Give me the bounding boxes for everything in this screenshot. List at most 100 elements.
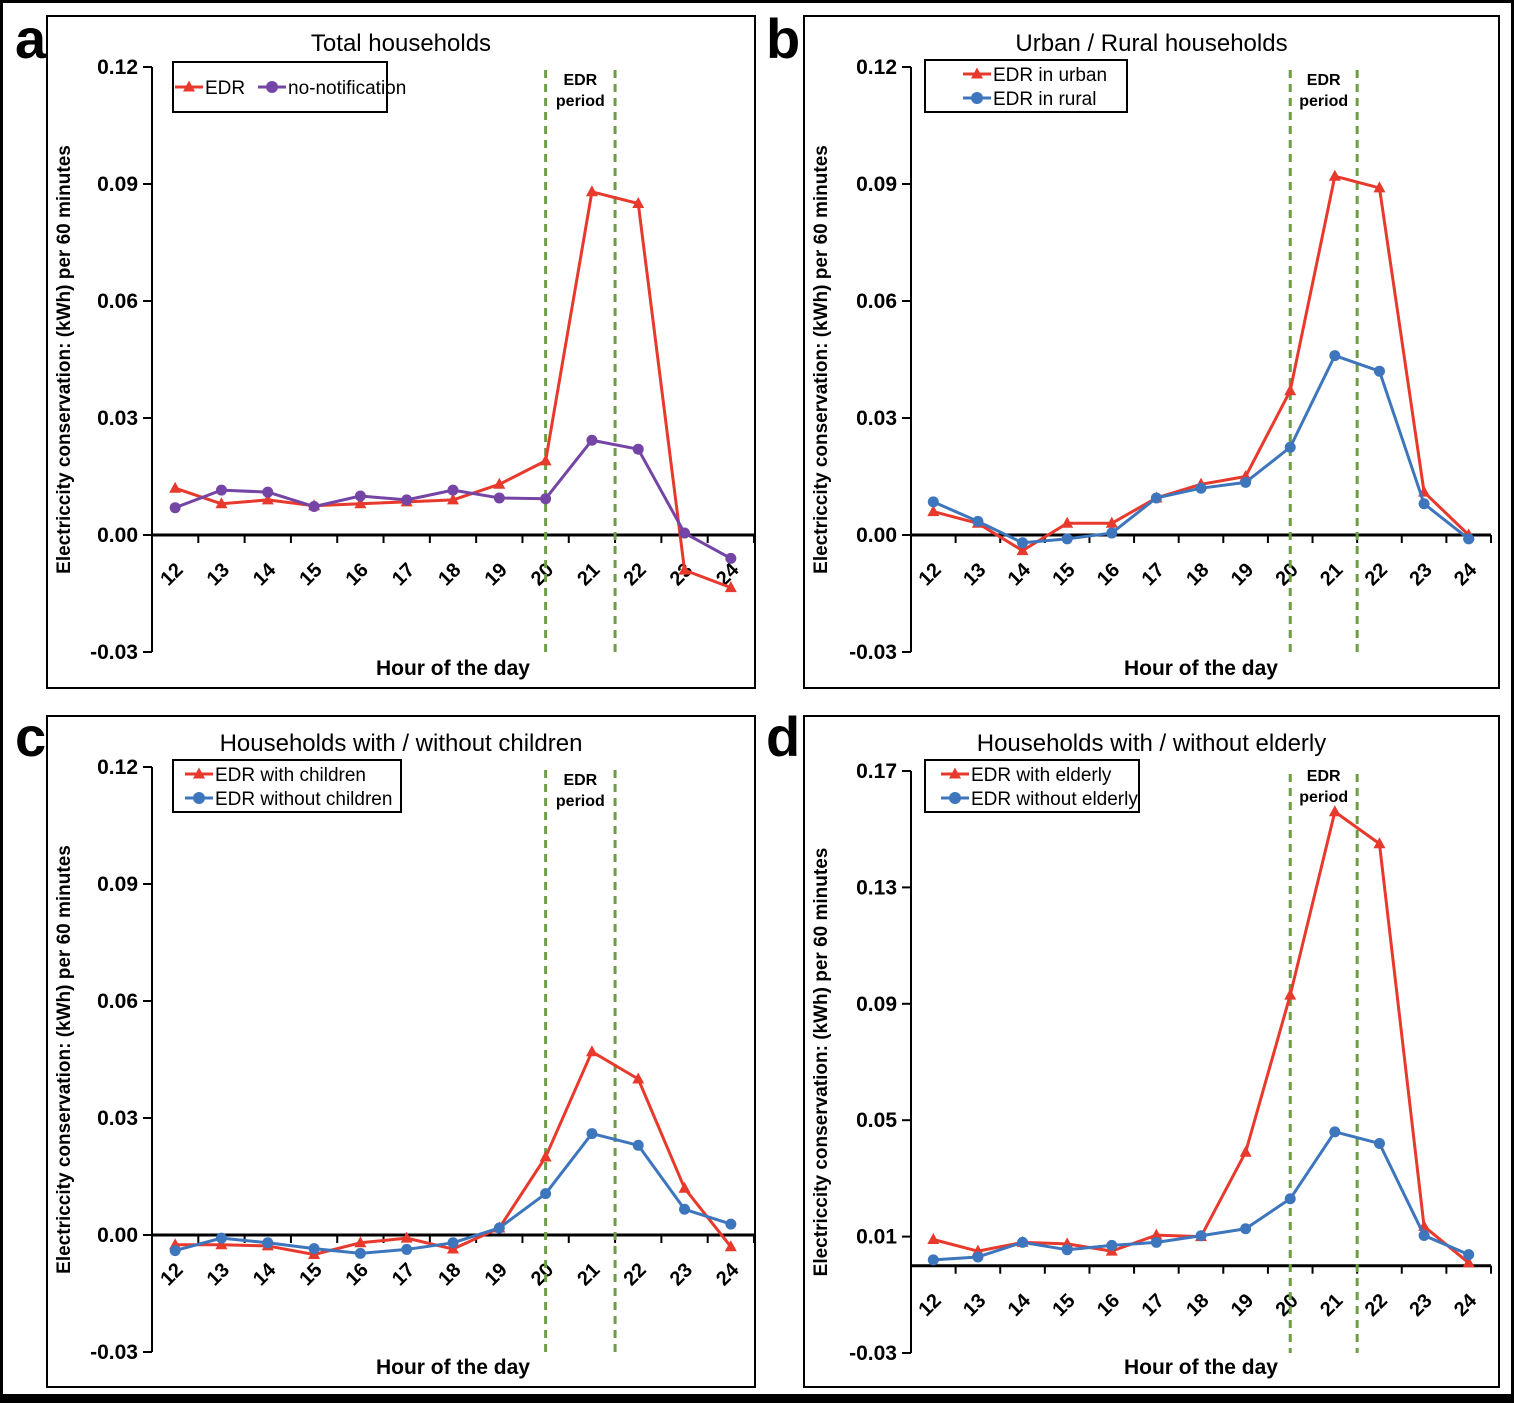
y-tick-label: 0.06 [856,290,897,313]
x-tick-label: 13 [959,559,990,590]
series-marker-1 [679,1203,691,1215]
x-tick-label: 21 [573,559,604,590]
legend-label: no-notification [288,78,406,99]
series-marker-1 [1329,350,1341,362]
x-tick-label: 23 [666,1259,697,1290]
x-tick-label: 15 [1048,559,1079,590]
x-tick-label: 12 [156,1259,187,1290]
series-marker-0 [1239,1145,1252,1157]
series-line-0 [931,810,1471,1265]
series-marker-1 [1017,1236,1029,1248]
legend-label: EDR with elderly [971,765,1112,786]
series-marker-1 [1418,498,1430,510]
panel-letter-b: b [766,7,801,70]
series-marker-1 [1373,365,1385,377]
series-marker-0 [1462,1256,1475,1268]
panel-d-chart: Households with / without elderly 0.17 0.1… [811,730,1492,1379]
y-tick-label: -0.03 [849,641,897,664]
panel-c-chart: Households with / without children 0.12 0.… [54,730,754,1379]
series-marker-0 [1284,384,1297,396]
x-tick-label: 19 [1227,1290,1258,1321]
legend-box [924,59,1128,113]
x-axis-title: Hour of the day [1124,657,1278,680]
legend-marker [266,81,278,93]
x-tick-label: 18 [434,559,465,590]
x-tick-label: 16 [342,1259,373,1290]
panel-b: Urban / Rural households 0.12 0.09 0.06 0.03… [803,15,1500,689]
series-marker-0 [1328,805,1341,817]
series-marker-1 [632,1139,644,1151]
y-tick-label: 0.09 [97,873,138,896]
x-tick-label: 12 [156,559,187,590]
series-marker-1 [308,1243,320,1255]
series-marker-0 [354,1236,367,1248]
x-tick-label: 15 [295,1259,326,1290]
series-marker-0 [493,477,506,489]
series-marker-1 [1418,1229,1430,1241]
edr-period-label: period [1299,93,1348,110]
y-tick-label: 0.12 [97,56,138,79]
y-tick-label: 0.01 [856,1226,897,1249]
chart-title: Urban / Rural households [1015,30,1287,57]
x-axis-title: Hour of the day [1124,1356,1278,1379]
series-marker-0 [215,497,228,509]
series-marker-1 [1329,1126,1341,1138]
x-axis-title: Hour of the day [376,1356,530,1379]
chart-title: Households with / without children [220,730,583,757]
series-marker-1 [540,1188,552,1200]
legend-marker [193,767,205,779]
series-marker-0 [215,1238,228,1250]
x-tick-label: 14 [249,558,281,590]
series-marker-1 [1106,527,1118,539]
y-tick-label: 0.05 [856,1109,897,1132]
series-marker-0 [1373,837,1386,849]
x-tick-label: 22 [619,559,650,590]
x-tick-label: 20 [527,559,558,590]
chart-title: Households with / without elderly [977,730,1327,757]
y-tick-label: 0.00 [856,524,897,547]
x-tick-label: 23 [1405,1290,1436,1321]
edr-period-label: EDR [563,72,597,89]
legend-marker [971,67,983,79]
y-tick-label: 0.17 [856,760,897,783]
y-tick-label: 0.03 [97,1107,138,1130]
x-tick-label: 22 [1361,559,1392,590]
series-marker-0 [724,581,737,593]
legend-marker [949,792,961,804]
x-tick-label: 16 [1093,559,1124,590]
y-tick-label: 0.09 [97,173,138,196]
series-marker-1 [215,1232,227,1244]
series-marker-0 [539,1150,552,1162]
edr-period-label: period [556,93,605,110]
x-tick-label: 17 [1138,1290,1169,1321]
x-tick-label: 21 [1316,559,1347,590]
y-tick-label: -0.03 [90,641,138,664]
x-tick-label: 16 [342,559,373,590]
y-tick-label: 0.06 [97,290,138,313]
series-marker-0 [1150,1228,1163,1240]
series-marker-1 [632,443,644,455]
series-marker-1 [725,1218,737,1230]
series-marker-0 [724,1240,737,1252]
x-tick-label: 24 [712,1258,744,1290]
series-marker-1 [1017,537,1029,549]
panel-a-chart: Total households 0.12 0.09 0.06 0.03 0.00 -0.0… [54,30,754,680]
series-marker-1 [725,552,737,564]
series-marker-1 [1061,1244,1073,1256]
edr-period-label: EDR [1307,768,1341,785]
series-marker-1 [1061,533,1073,545]
series-marker-0 [632,197,645,208]
x-tick-label: 20 [1271,1290,1302,1321]
panel-letter-a: a [15,7,47,70]
x-tick-label: 12 [915,1290,946,1321]
series-marker-0 [927,1233,940,1245]
legend-label: EDR [205,78,245,99]
chart-title: Total households [311,30,491,57]
y-axis-title: Electriccity conservation: (kWh) per 60 … [811,145,832,574]
series-marker-1 [586,434,598,446]
y-tick-label: 0.00 [97,1224,138,1247]
series-marker-1 [1106,1239,1118,1251]
series-marker-1 [493,492,505,504]
series-marker-1 [262,486,274,498]
legend-label: EDR in urban [993,65,1107,86]
